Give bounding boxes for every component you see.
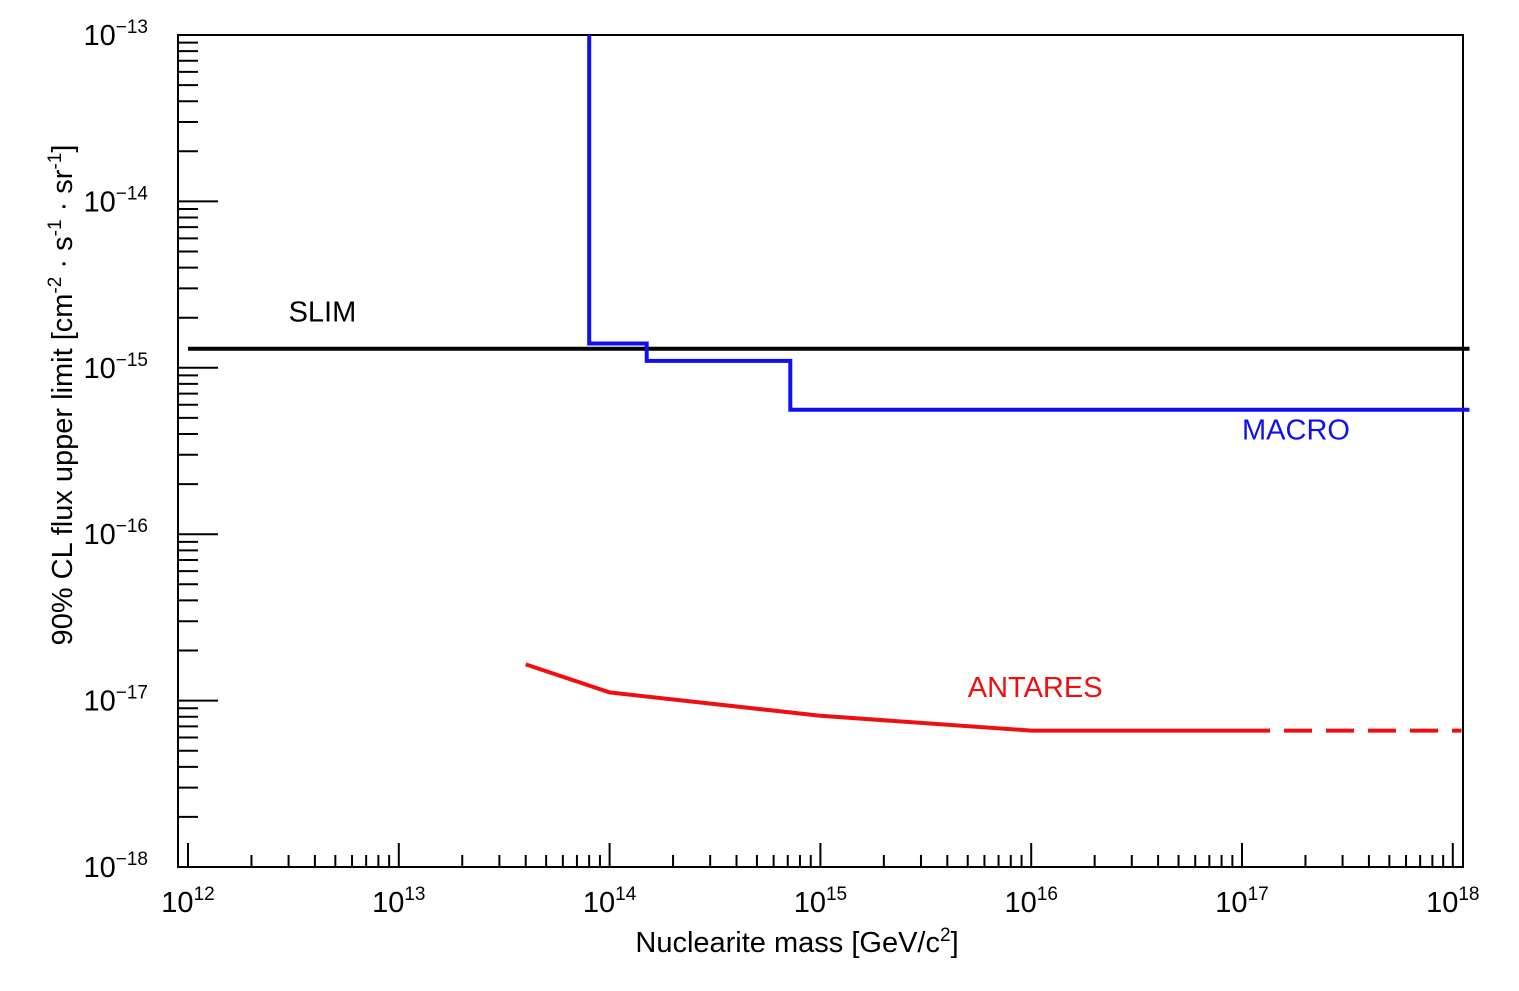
y-axis-label-part: · s [47,236,79,276]
x-axis-label-sup: 2 [940,925,951,946]
y-tick-label: 10−16 [84,516,149,551]
y-tick-label: 10−13 [84,17,149,52]
x-tick-label: 1015 [794,884,847,919]
y-axis-label-part: · sr [47,169,79,219]
x-tick-label: 1017 [1215,884,1268,919]
y-tick-labels: 10−18 10−17 10−16 10−15 10−14 10−13 [84,17,149,884]
x-tick-label: 1016 [1004,884,1057,919]
x-tick-labels: 1012 1013 1014 1015 1016 1017 1018 [161,884,1479,919]
major-ticks [178,34,1454,868]
x-axis-label-main: Nuclearite mass [GeV/c [635,927,940,959]
x-axis-label: Nuclearite mass [GeV/c2] [635,925,958,959]
series-antares-line [525,662,1242,733]
x-tick-label: 1012 [161,884,214,919]
y-axis-label: 90% CL flux upper limit [cm-2 · s-1 · sr… [45,145,79,646]
y-axis-label-sup: -1 [45,153,66,170]
series-layer [188,35,1470,733]
y-axis-label-sup: -1 [45,219,66,236]
y-tick-label: 10−14 [84,183,149,218]
y-axis-label-part: 90% CL flux upper limit [cm [47,294,79,646]
y-axis-label-sup: -2 [45,277,66,294]
x-tick-label: 1014 [583,884,637,919]
series-macro-line [587,35,1470,412]
y-tick-label: 10−15 [84,350,149,385]
y-tick-label: 10−18 [84,849,149,884]
annotation-layer: SLIM MACRO ANTARES [289,296,1350,704]
annotation-slim: SLIM [289,296,357,328]
plot-frame [177,34,1464,868]
x-tick-label: 1018 [1426,884,1479,919]
x-axis-label-end: ] [951,927,959,959]
annotation-macro: MACRO [1242,415,1350,447]
x-tick-label: 1013 [372,884,425,919]
y-axis-label-part: ] [47,145,79,153]
annotation-antares: ANTARES [968,672,1103,704]
y-tick-label: 10−17 [84,683,149,718]
minor-ticks [178,41,1445,867]
